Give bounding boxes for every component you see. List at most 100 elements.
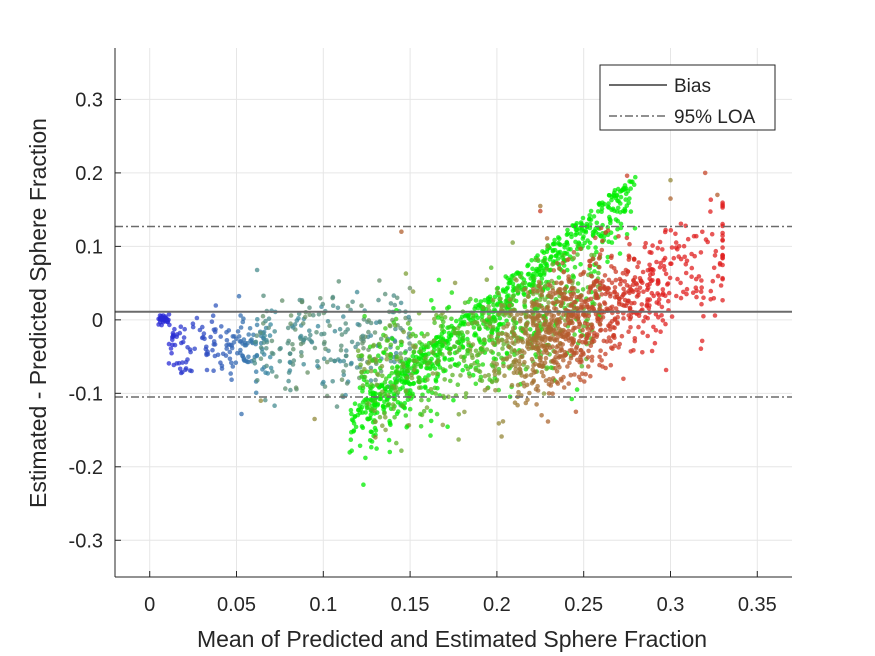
- data-point: [488, 318, 494, 324]
- data-point: [487, 377, 493, 382]
- data-point: [472, 306, 478, 312]
- data-point: [413, 344, 418, 350]
- data-point: [291, 346, 296, 352]
- data-point: [522, 286, 528, 292]
- data-point: [395, 345, 401, 351]
- data-point: [260, 350, 265, 355]
- data-point: [551, 292, 556, 297]
- data-point: [451, 397, 456, 403]
- data-point: [378, 392, 383, 397]
- data-point: [266, 316, 272, 322]
- data-point: [691, 233, 697, 239]
- data-point: [575, 288, 580, 294]
- data-point: [586, 348, 591, 354]
- data-point: [170, 342, 175, 348]
- data-point: [593, 245, 598, 250]
- data-point: [398, 300, 404, 306]
- data-point: [541, 350, 546, 355]
- data-point: [469, 363, 474, 368]
- data-point: [549, 320, 554, 326]
- data-point: [567, 360, 572, 366]
- data-point: [332, 328, 338, 334]
- legend-bias-label: Bias: [674, 76, 711, 97]
- data-point: [564, 333, 570, 338]
- data-point: [210, 347, 215, 353]
- data-point: [398, 325, 403, 331]
- data-point: [565, 317, 571, 322]
- data-point: [330, 379, 336, 384]
- data-point: [620, 270, 626, 276]
- data-point: [708, 209, 713, 214]
- data-point: [572, 264, 578, 270]
- data-point: [307, 305, 312, 311]
- data-point: [435, 358, 441, 363]
- data-point: [220, 351, 226, 357]
- data-point: [504, 338, 509, 344]
- data-point: [580, 271, 586, 276]
- data-point: [584, 302, 590, 307]
- data-point: [395, 373, 401, 379]
- data-point: [264, 338, 269, 343]
- data-point: [608, 220, 613, 226]
- data-point: [511, 332, 517, 338]
- data-point: [600, 238, 605, 244]
- data-point: [627, 316, 633, 322]
- data-point: [452, 280, 458, 286]
- data-point: [529, 258, 534, 263]
- data-point: [661, 263, 667, 269]
- data-point: [506, 293, 511, 298]
- data-point: [589, 354, 595, 360]
- data-point: [534, 307, 539, 312]
- data-point: [608, 362, 614, 368]
- data-point: [628, 209, 634, 214]
- data-point: [554, 280, 559, 286]
- data-point: [550, 288, 556, 293]
- data-point: [558, 299, 564, 305]
- data-point: [204, 344, 209, 350]
- data-point: [576, 324, 582, 330]
- data-point: [440, 422, 446, 428]
- data-point: [355, 348, 361, 354]
- data-point: [384, 352, 390, 358]
- data-point: [399, 342, 404, 348]
- data-point: [159, 315, 165, 321]
- data-point: [530, 320, 536, 326]
- data-point: [555, 381, 561, 386]
- data-point: [254, 353, 260, 359]
- data-point: [466, 312, 472, 318]
- data-point: [439, 316, 445, 322]
- data-point: [523, 327, 529, 332]
- data-point: [566, 246, 571, 252]
- data-point: [404, 425, 410, 430]
- data-point: [563, 322, 568, 328]
- x-tick-label: 0.35: [738, 594, 777, 616]
- data-point: [675, 276, 680, 282]
- data-point: [385, 396, 390, 402]
- data-point: [386, 401, 392, 407]
- data-point: [390, 336, 395, 342]
- data-point: [669, 314, 675, 319]
- data-point: [580, 215, 586, 221]
- data-point: [455, 363, 460, 368]
- grid-lines: [115, 48, 792, 577]
- data-point: [264, 363, 269, 369]
- data-point: [376, 297, 381, 303]
- data-point: [394, 295, 400, 301]
- data-point: [274, 374, 279, 379]
- data-point: [681, 243, 687, 249]
- data-point: [576, 294, 582, 300]
- data-point: [614, 193, 619, 199]
- data-point: [663, 367, 669, 373]
- data-point: [407, 341, 412, 346]
- data-point: [243, 358, 249, 364]
- data-point: [710, 278, 716, 284]
- data-point: [593, 261, 599, 266]
- data-point: [371, 342, 377, 348]
- data-point: [435, 315, 441, 320]
- data-point: [383, 427, 388, 433]
- data-point: [510, 240, 515, 245]
- data-point: [550, 391, 555, 397]
- data-point: [632, 336, 638, 341]
- data-point: [392, 415, 397, 420]
- data-point: [528, 372, 534, 378]
